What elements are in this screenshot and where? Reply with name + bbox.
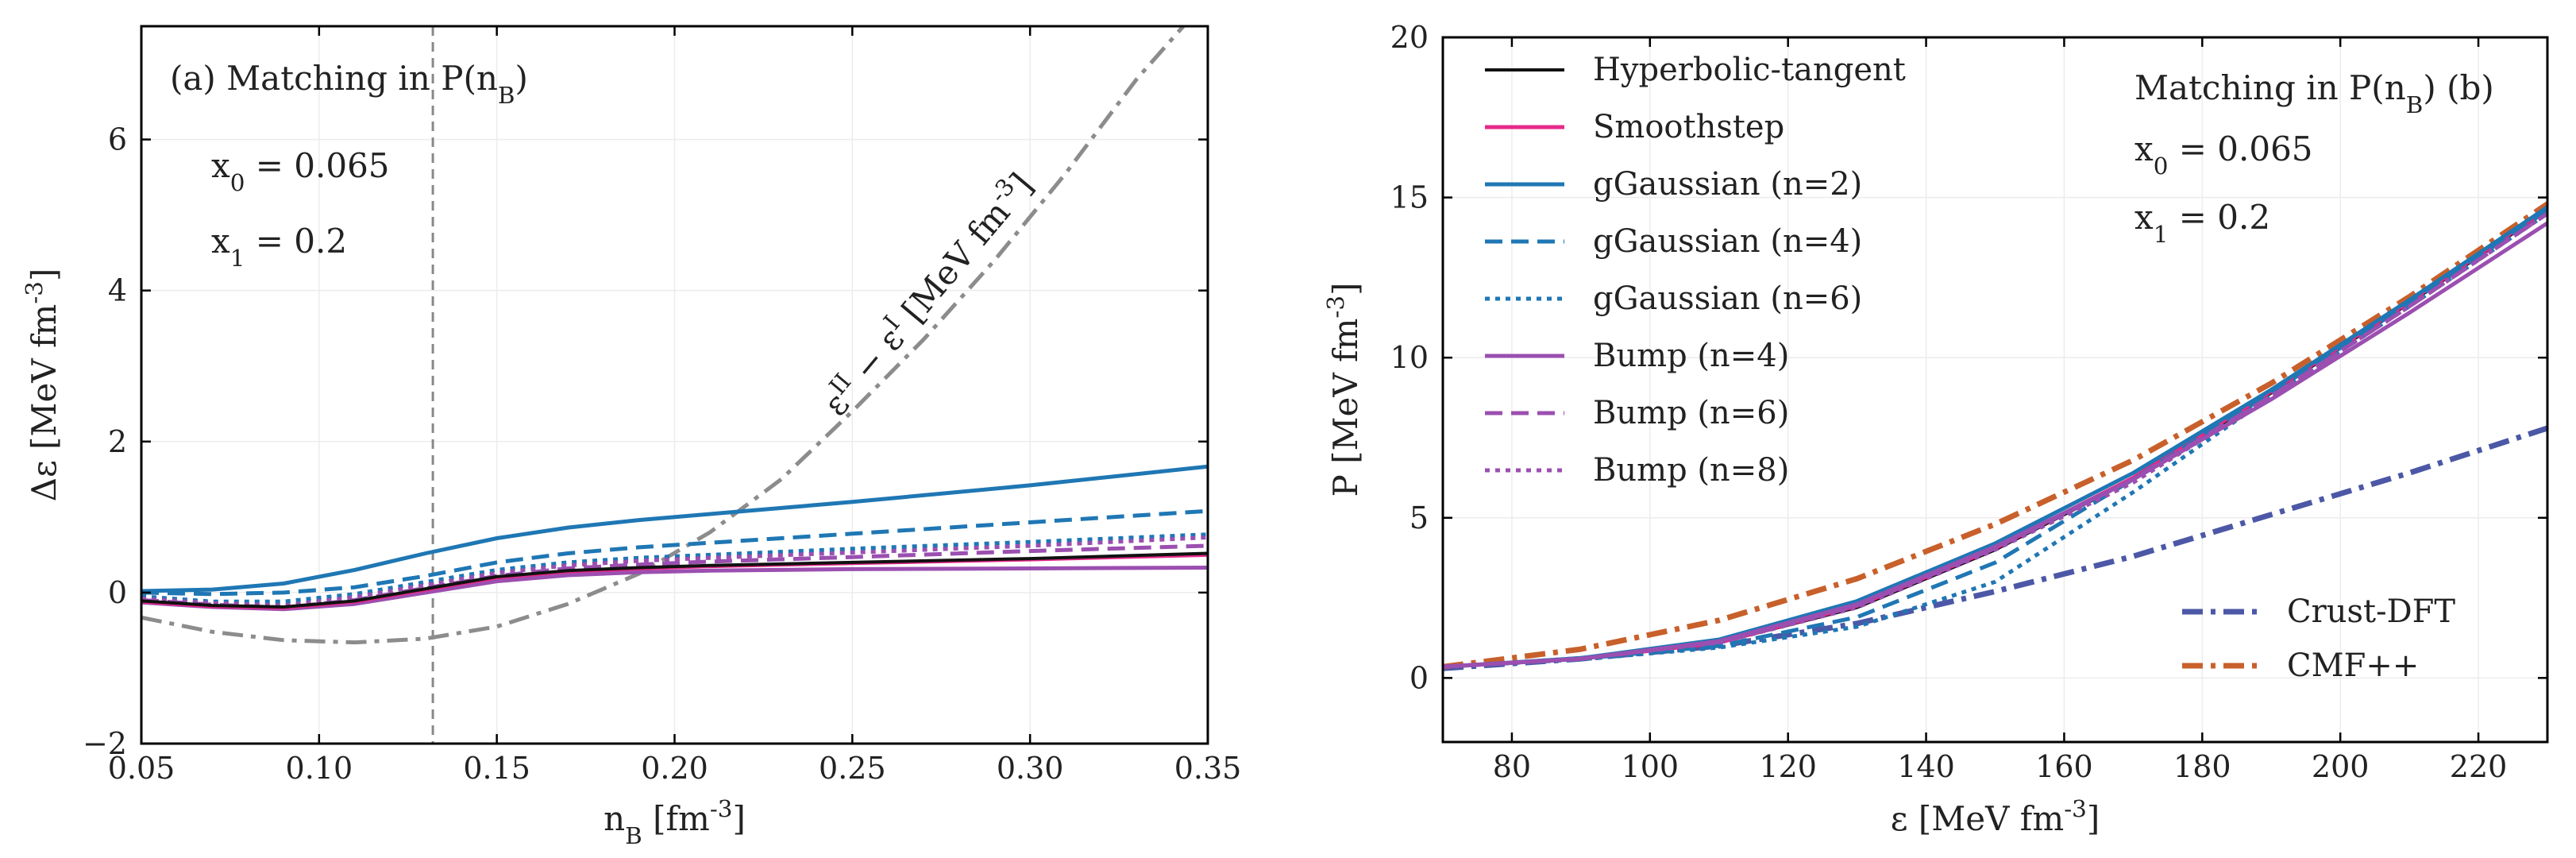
legend-entry: Smoothstep [1593, 109, 1784, 145]
y-tick-label: 20 [1390, 20, 1429, 55]
legend-eos: Crust-DFT CMF++ [2182, 593, 2455, 684]
panel-annotation: Matching in P(nB) (b) [2134, 68, 2494, 118]
x-axis-label: nB [fm-3] [604, 795, 746, 849]
param-label: x1 = 0.2 [211, 222, 347, 272]
x-tick-label: 0.35 [1174, 751, 1242, 786]
series-line-ggaussian-n-4- [141, 508, 1208, 597]
series-line-hyperbolic-tangent [141, 551, 1208, 609]
x-tick-label: 0.30 [997, 751, 1064, 786]
series-line--ii-i [141, 26, 1186, 645]
x-tick-label: 220 [2450, 749, 2508, 784]
x-tick-label: 120 [1759, 749, 1817, 784]
legend-entry: CMF++ [2287, 647, 2419, 684]
axes-frame [1441, 36, 2549, 744]
curve-annotation: εII − εI [MeV fm-3] [813, 163, 1041, 423]
x-tick-label: 200 [2312, 749, 2370, 784]
param-label: x1 = 0.2 [2134, 198, 2270, 248]
y-tick-label: 5 [1409, 500, 1429, 535]
y-tick-label: 4 [108, 273, 127, 308]
x-tick-label: 0.25 [819, 751, 886, 786]
legend-entry: gGaussian (n=6) [1593, 280, 1862, 317]
y-tick-label: 10 [1390, 340, 1429, 375]
param-label: x0 = 0.065 [2134, 129, 2313, 180]
x-tick-label: 0.05 [108, 751, 175, 786]
y-tick-label: 6 [108, 122, 127, 157]
legend-entry: Crust-DFT [2287, 593, 2455, 630]
y-tick-label: −2 [83, 726, 127, 761]
x-tick-label: 80 [1493, 749, 1531, 784]
panel-b: 80 100 120 140 160 180 200 220 0 5 10 15 20 ε [MeV fm… [1322, 20, 2549, 838]
x-tick-label: 0.15 [463, 751, 530, 786]
panel-a: 0.05 0.10 0.15 0.20 0.25 0.30 0.35 −2 0 2 4 6 nB [fm… [21, 25, 1242, 849]
y-axis-label: Δε [MeV fm-3] [21, 269, 64, 502]
legend-entry: Bump (n=4) [1593, 338, 1789, 374]
x-tick-label: 0.20 [641, 751, 708, 786]
y-tick-label: 0 [108, 575, 127, 610]
x-tick-label: 100 [1622, 749, 1679, 784]
series-line-bump-n-8- [1443, 211, 2547, 669]
x-tick-label: 160 [2035, 749, 2093, 784]
y-axis-label: P [MeV fm-3] [1322, 283, 1365, 497]
param-label: x0 = 0.065 [211, 146, 390, 196]
series-line-ggaussian-n-6- [141, 532, 1208, 604]
legend-entry: Hyperbolic-tangent [1593, 52, 1906, 88]
x-tick-label: 180 [2173, 749, 2231, 784]
series-line-bump-n-8- [141, 535, 1208, 608]
x-axis-label: ε [MeV fm-3] [1891, 795, 2100, 838]
legend-main: Hyperbolic-tangent Smoothstep gGaussian (n… [1485, 52, 1906, 489]
y-tick-label: 15 [1390, 180, 1429, 215]
y-tick-label: 0 [1409, 660, 1429, 695]
series-line-ggaussian-n-2- [141, 464, 1208, 593]
x-tick-label: 0.10 [286, 751, 353, 786]
series-line-cmf- [1443, 201, 2547, 670]
legend-entry: gGaussian (n=2) [1593, 166, 1862, 203]
panel-annotation: (a) Matching in P(nB) [170, 59, 528, 109]
x-tick-label: 140 [1897, 749, 1955, 784]
y-tick-label: 2 [108, 424, 127, 459]
legend-entry: Bump (n=6) [1593, 395, 1789, 431]
legend-entry: Bump (n=8) [1593, 452, 1789, 489]
legend-entry: gGaussian (n=4) [1593, 223, 1862, 260]
series-line-bump-n-6- [1443, 211, 2547, 669]
